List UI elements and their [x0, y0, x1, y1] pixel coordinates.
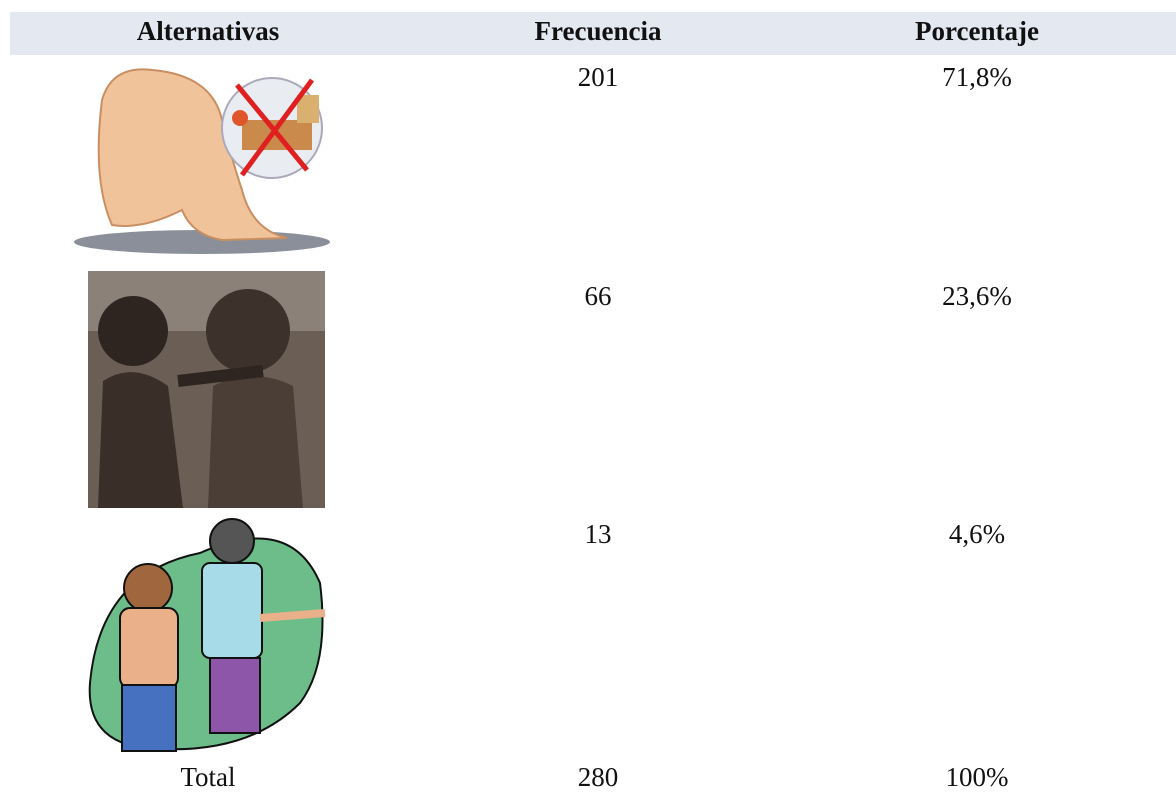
total-frequency: 280: [577, 762, 619, 792]
frequency-cell: 66: [584, 281, 612, 311]
photo-children: [88, 271, 325, 508]
total-label: Total: [180, 762, 236, 792]
total-percent: 100%: [945, 762, 1009, 792]
header-cell: Frecuencia: [534, 16, 662, 46]
header-cell: Alternativas: [136, 16, 280, 46]
header-row: [10, 12, 1176, 55]
percent-cell: 71,8%: [942, 62, 1012, 92]
frequency-cell: 13: [584, 519, 612, 549]
illustration-starvation: [74, 68, 330, 254]
header-cell: Porcentaje: [915, 16, 1039, 46]
percent-cell: 4,6%: [948, 519, 1006, 549]
percent-cell: 23,6%: [942, 281, 1012, 311]
frequency-cell: 201: [577, 62, 619, 92]
illustration-children: [88, 518, 326, 752]
